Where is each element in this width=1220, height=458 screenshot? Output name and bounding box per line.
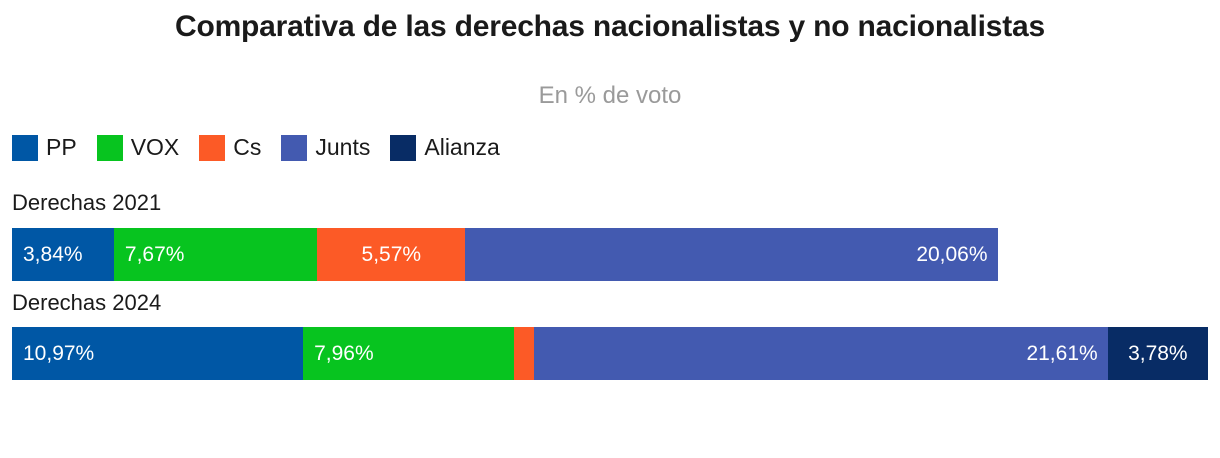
- category-label: Derechas 2021: [12, 190, 162, 215]
- legend-label: Junts: [315, 134, 371, 160]
- chart-title: Comparativa de las derechas nacionalista…: [174, 10, 1046, 43]
- data-label: 7,96%: [314, 341, 374, 365]
- bar-segment-junts: 20,06%: [465, 228, 998, 281]
- bar-segment-vox: 7,67%: [113, 228, 318, 281]
- legend-swatch: [96, 134, 123, 161]
- chart-subtitle: En % de voto: [538, 82, 682, 109]
- bar-segment-cs: [514, 327, 535, 380]
- bar-segment-alianza: 3,78%: [1107, 327, 1208, 380]
- bar-segment-pp: 10,97%: [12, 327, 304, 380]
- legend-swatch: [281, 134, 308, 161]
- legend-label: Alianza: [424, 134, 500, 160]
- legend-item-alianza: Alianza: [390, 134, 500, 161]
- legend-swatch: [390, 134, 417, 161]
- data-label: 7,67%: [124, 242, 185, 266]
- legend-item-junts: Junts: [281, 134, 370, 161]
- legend-label: PP: [46, 134, 77, 160]
- legend-swatch: [199, 134, 226, 161]
- legend-swatch: [12, 134, 38, 161]
- legend-label: Cs: [233, 134, 262, 160]
- legend-item-vox: VOX: [96, 134, 180, 161]
- bar-segment-pp: 3,84%: [12, 228, 114, 281]
- data-label: 10,97%: [23, 341, 95, 365]
- bar-row: 3,84% 7,67% 5,57% 20,06%: [12, 228, 1208, 281]
- data-label: 3,78%: [1128, 341, 1188, 365]
- data-label: 20,06%: [916, 242, 988, 266]
- bar-row: 10,97% 7,96% 21,61% 3,78%: [12, 327, 1208, 380]
- legend-label: VOX: [130, 134, 180, 160]
- bar-segment-cs: 5,57%: [317, 228, 466, 281]
- data-label: 5,57%: [361, 242, 422, 266]
- data-label: 3,84%: [23, 242, 83, 266]
- data-label: 21,61%: [1026, 341, 1098, 365]
- legend: PP VOX Cs Junts Alianza: [12, 134, 520, 161]
- legend-item-cs: Cs: [199, 134, 261, 161]
- bar-segment-vox: 7,96%: [303, 327, 515, 380]
- bar-segment-junts: 21,61%: [534, 327, 1108, 380]
- legend-item-pp: PP: [12, 134, 77, 161]
- category-label: Derechas 2024: [12, 290, 162, 315]
